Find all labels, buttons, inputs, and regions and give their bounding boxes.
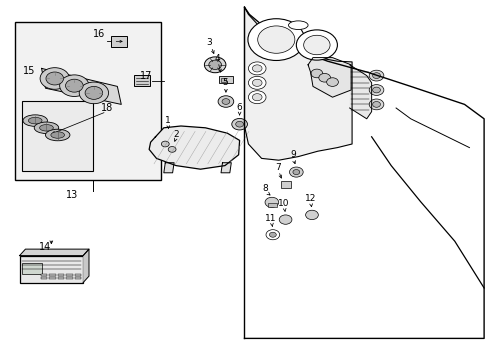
Circle shape xyxy=(303,35,329,55)
Bar xyxy=(66,274,73,276)
Bar xyxy=(15,22,161,180)
Circle shape xyxy=(208,60,221,69)
Bar xyxy=(280,181,291,188)
Text: 16: 16 xyxy=(92,29,105,39)
Text: 2: 2 xyxy=(173,130,179,139)
Circle shape xyxy=(60,75,89,96)
Bar xyxy=(22,101,93,171)
Bar xyxy=(75,274,81,276)
Text: 10: 10 xyxy=(277,199,289,208)
Bar xyxy=(41,274,47,276)
Circle shape xyxy=(264,197,278,207)
Polygon shape xyxy=(349,65,371,119)
Text: 18: 18 xyxy=(100,103,113,113)
Circle shape xyxy=(257,26,294,53)
Text: 8: 8 xyxy=(262,184,267,193)
Ellipse shape xyxy=(23,115,47,126)
Bar xyxy=(75,277,81,279)
Bar xyxy=(49,274,55,276)
Text: 15: 15 xyxy=(23,66,36,76)
Text: 13: 13 xyxy=(66,190,79,200)
Text: 6: 6 xyxy=(236,103,242,112)
Polygon shape xyxy=(244,7,351,160)
Circle shape xyxy=(265,230,279,240)
Bar xyxy=(267,203,276,207)
Circle shape xyxy=(252,65,262,72)
Ellipse shape xyxy=(45,129,70,141)
Bar xyxy=(58,274,64,276)
Polygon shape xyxy=(41,68,121,104)
Circle shape xyxy=(85,86,102,99)
Ellipse shape xyxy=(288,21,307,30)
Polygon shape xyxy=(20,249,89,256)
Circle shape xyxy=(305,210,318,220)
Circle shape xyxy=(269,232,276,237)
Bar xyxy=(41,277,47,279)
Circle shape xyxy=(368,70,383,81)
Bar xyxy=(66,277,73,279)
Circle shape xyxy=(40,68,69,89)
Polygon shape xyxy=(307,58,350,97)
Ellipse shape xyxy=(40,125,53,131)
Circle shape xyxy=(247,19,304,60)
Bar xyxy=(221,78,225,82)
Circle shape xyxy=(46,72,63,85)
Circle shape xyxy=(248,62,265,75)
Bar xyxy=(20,256,83,283)
Circle shape xyxy=(372,87,380,93)
Circle shape xyxy=(326,78,338,86)
Circle shape xyxy=(289,167,303,177)
Text: 4: 4 xyxy=(214,54,220,63)
Polygon shape xyxy=(83,249,89,283)
Text: 3: 3 xyxy=(206,38,212,47)
Circle shape xyxy=(231,118,247,130)
Circle shape xyxy=(318,73,330,82)
Circle shape xyxy=(248,91,265,104)
Bar xyxy=(58,277,64,279)
Text: 5: 5 xyxy=(222,78,227,87)
Bar xyxy=(134,75,149,86)
Circle shape xyxy=(252,79,262,86)
Circle shape xyxy=(161,141,169,147)
Ellipse shape xyxy=(28,117,42,124)
Circle shape xyxy=(372,102,380,107)
Circle shape xyxy=(292,170,299,175)
Circle shape xyxy=(296,30,337,60)
Circle shape xyxy=(368,99,383,110)
Circle shape xyxy=(65,79,83,92)
Text: 14: 14 xyxy=(39,242,52,252)
Circle shape xyxy=(368,85,383,95)
Circle shape xyxy=(279,215,291,224)
Ellipse shape xyxy=(51,132,64,138)
Circle shape xyxy=(79,82,108,104)
Polygon shape xyxy=(149,126,239,169)
Circle shape xyxy=(204,57,225,73)
Text: 1: 1 xyxy=(165,116,171,125)
Circle shape xyxy=(235,121,243,127)
Text: 11: 11 xyxy=(264,214,276,223)
Circle shape xyxy=(218,96,233,107)
Circle shape xyxy=(310,69,322,78)
Polygon shape xyxy=(221,163,231,173)
Circle shape xyxy=(372,73,380,78)
Bar xyxy=(49,277,55,279)
Circle shape xyxy=(252,94,262,101)
Text: 17: 17 xyxy=(139,71,152,81)
Circle shape xyxy=(248,76,265,89)
Bar xyxy=(22,263,42,274)
Text: 7: 7 xyxy=(274,163,280,172)
Circle shape xyxy=(168,147,176,152)
Ellipse shape xyxy=(34,122,59,134)
Polygon shape xyxy=(163,163,174,173)
Bar xyxy=(111,36,127,47)
Text: 9: 9 xyxy=(290,150,296,159)
Circle shape xyxy=(222,99,229,104)
Bar xyxy=(219,76,232,83)
Text: 12: 12 xyxy=(305,194,316,203)
